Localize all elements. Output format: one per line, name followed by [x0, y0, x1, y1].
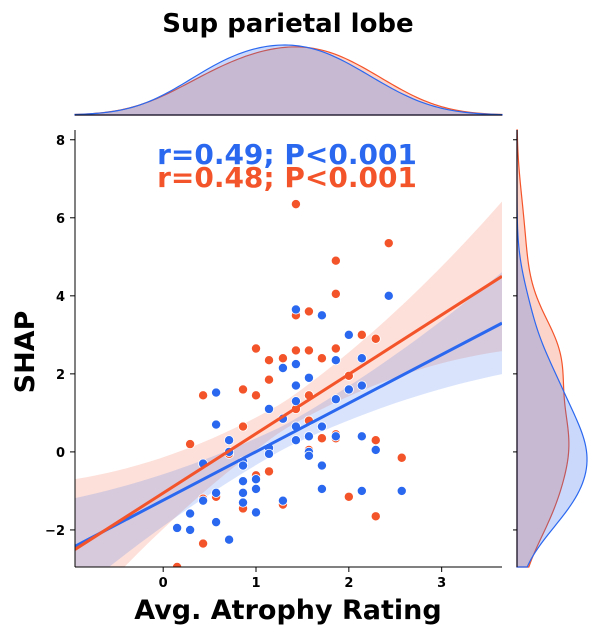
data-point-blue: [316, 460, 327, 471]
data-point-blue: [238, 476, 249, 487]
data-point-blue: [290, 359, 301, 370]
data-point-blue: [238, 497, 249, 508]
confidence-band-blue: [75, 272, 502, 567]
right-kde-orange: [516, 129, 570, 568]
data-point-blue: [356, 485, 367, 496]
data-point-blue: [264, 448, 275, 459]
y-tick-label: 0: [56, 446, 65, 461]
x-axis-title: Avg. Atrophy Rating: [134, 595, 441, 626]
data-point-blue: [303, 431, 314, 442]
data-point-blue: [290, 304, 301, 315]
x-tick-label: 3: [437, 576, 446, 591]
data-point-orange: [383, 238, 394, 249]
y-tick-label: 2: [56, 368, 65, 383]
data-point-blue: [211, 419, 222, 430]
data-point-orange: [198, 538, 209, 549]
data-point-orange: [330, 255, 341, 266]
data-point-blue: [356, 380, 367, 391]
data-point-blue: [224, 435, 235, 446]
data-point-orange: [238, 421, 249, 432]
y-tick-label: 4: [56, 290, 65, 305]
correlation-annotation-blue: r=0.49; P<0.001: [157, 138, 417, 171]
data-point-blue: [303, 372, 314, 383]
data-point-orange: [370, 333, 381, 344]
data-point-blue: [264, 403, 275, 414]
data-point-blue: [277, 363, 288, 374]
data-point-blue: [238, 487, 249, 498]
data-point-blue: [211, 387, 222, 398]
x-tick-label: 0: [159, 576, 168, 591]
data-point-blue: [277, 495, 288, 506]
regression-line-blue: [75, 321, 502, 548]
data-point-orange: [316, 353, 327, 364]
data-point-blue: [330, 355, 341, 366]
data-point-orange: [277, 353, 288, 364]
y-axis-title: SHAP: [10, 311, 41, 394]
top-marginal-kde: [74, 44, 503, 116]
data-point-orange: [251, 390, 262, 401]
data-point-blue: [356, 431, 367, 442]
data-point-blue: [290, 435, 301, 446]
correlation-annotation-orange: r=0.48; P<0.001: [157, 161, 417, 194]
data-point-blue: [343, 384, 354, 395]
y-tick-label: 8: [56, 134, 65, 149]
data-point-orange: [303, 306, 314, 317]
data-point-orange: [264, 355, 275, 366]
data-point-blue: [198, 495, 209, 506]
data-point-blue: [290, 396, 301, 407]
data-point-orange: [356, 329, 367, 340]
x-tick-label: 2: [344, 576, 353, 591]
data-point-blue: [303, 450, 314, 461]
data-point-orange: [303, 345, 314, 356]
y-tick-label: 6: [56, 212, 65, 227]
data-point-orange: [343, 491, 354, 502]
data-point-blue: [185, 524, 196, 535]
data-point-blue: [316, 421, 327, 432]
data-point-blue: [330, 394, 341, 405]
data-point-blue: [316, 310, 327, 321]
data-point-orange: [370, 435, 381, 446]
data-point-blue: [343, 329, 354, 340]
right-marginal-kde: [513, 129, 588, 568]
data-point-orange: [396, 452, 407, 463]
data-point-orange: [185, 439, 196, 450]
plot-area: [75, 199, 502, 567]
data-point-orange: [330, 343, 341, 354]
data-point-orange: [238, 384, 249, 395]
data-point-orange: [330, 288, 341, 299]
data-point-orange: [264, 466, 275, 477]
data-point-blue: [356, 353, 367, 364]
data-point-blue: [211, 487, 222, 498]
top-kde-blue: [74, 44, 503, 116]
data-point-blue: [290, 380, 301, 391]
data-point-blue: [251, 474, 262, 485]
main-scatter-plot: 0 1 2 3 −2 0 2 4 6 8: [45, 130, 502, 591]
data-point-orange: [198, 390, 209, 401]
data-point-blue: [316, 483, 327, 494]
data-point-blue: [211, 517, 222, 528]
x-tick-label: 1: [251, 576, 260, 591]
data-point-blue: [238, 460, 249, 471]
data-point-blue: [251, 483, 262, 494]
y-tick-label: −2: [45, 524, 65, 539]
chart-title: Sup parietal lobe: [162, 9, 413, 39]
data-point-orange: [370, 511, 381, 522]
data-point-blue: [383, 290, 394, 301]
data-point-orange: [290, 345, 301, 356]
data-point-blue: [396, 485, 407, 496]
data-point-blue: [224, 534, 235, 545]
data-point-orange: [290, 199, 301, 210]
regression-line-orange: [75, 275, 502, 551]
data-point-blue: [185, 508, 196, 519]
confidence-band-orange: [75, 201, 502, 567]
data-point-orange: [251, 343, 262, 354]
data-point-blue: [172, 522, 183, 533]
data-point-blue: [370, 444, 381, 455]
data-point-orange: [264, 374, 275, 385]
data-point-orange: [172, 562, 183, 567]
data-point-blue: [330, 431, 341, 442]
data-point-orange: [316, 433, 327, 444]
data-point-blue: [251, 507, 262, 518]
